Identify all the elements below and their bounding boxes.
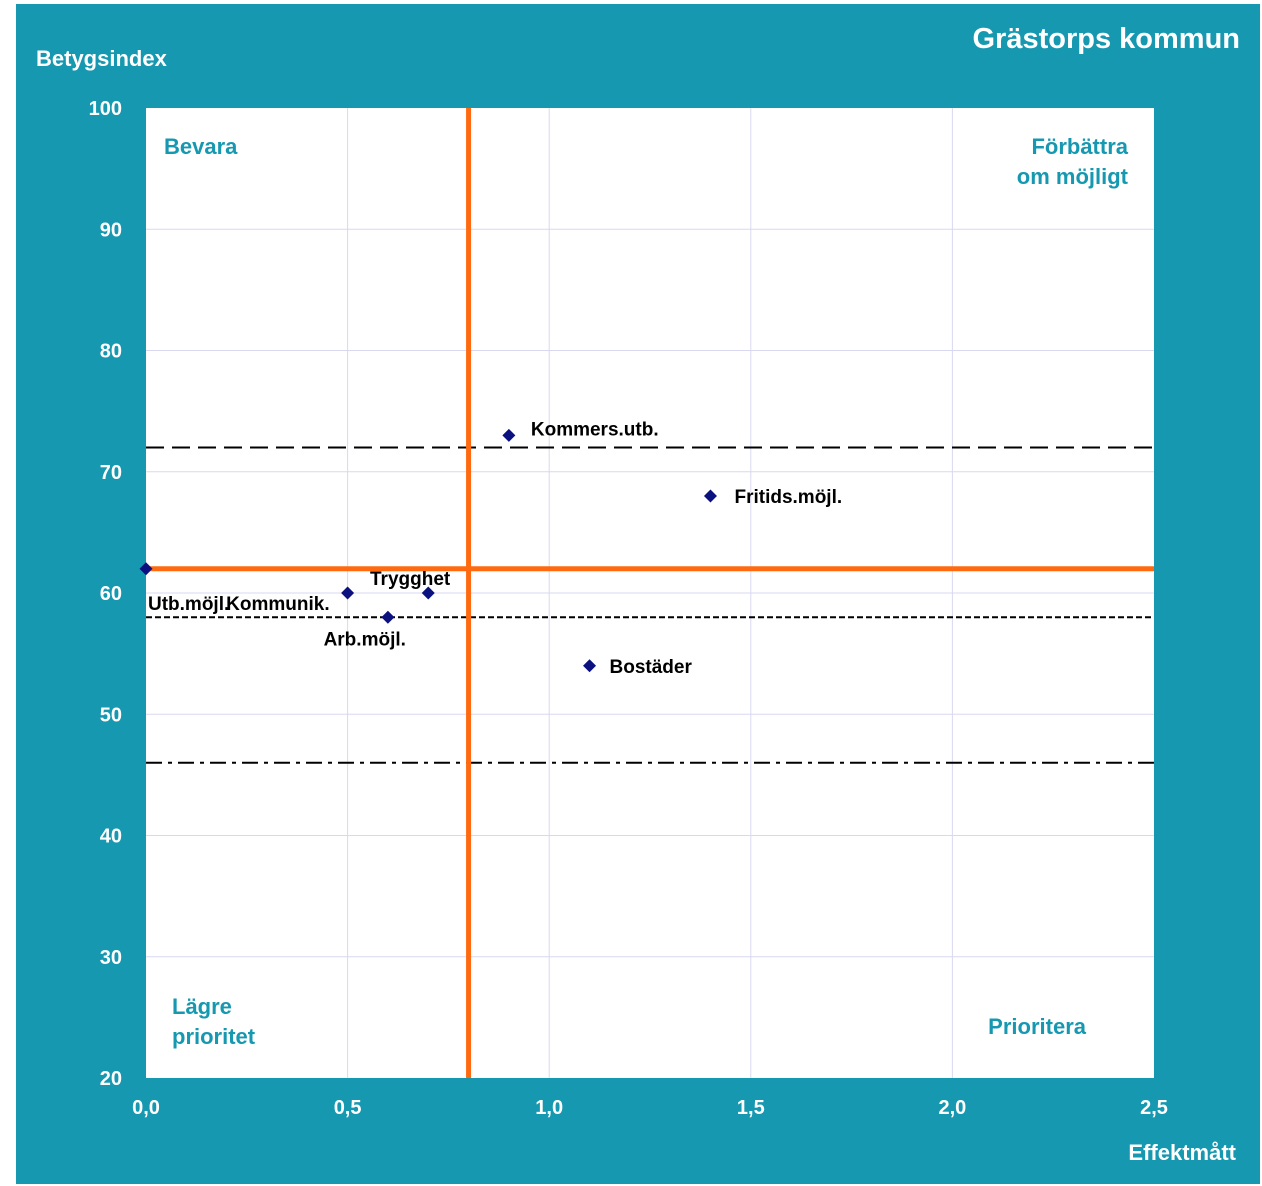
y-tick-label: 70 — [100, 462, 122, 484]
data-label: Trygghet — [370, 569, 451, 590]
y-tick-label: 30 — [100, 947, 122, 969]
y-tick-label: 90 — [100, 219, 122, 241]
data-label: Arb.möjl. — [324, 629, 406, 650]
y-tick-label: 20 — [100, 1068, 122, 1090]
axis-ticks: 0,0 0,5 1,0 1,5 2,0 2,5 20 30 40 50 60 70 80 90 100 — [89, 98, 1168, 1119]
reference-lines — [146, 446, 1154, 764]
quadrant-label-line: Prioritera — [988, 1014, 1087, 1039]
data-label: Kommunik. — [226, 594, 329, 615]
quadrant-label-line: prioritet — [172, 1024, 256, 1049]
quadrant-labels: Bevara Förbättra om möjligt Lägre prioritet P… — [164, 134, 1129, 1049]
x-tick-label: 1,5 — [737, 1097, 765, 1119]
x-tick-label: 2,5 — [1140, 1097, 1168, 1119]
quadrant-label-line: Lägre — [172, 994, 232, 1019]
quadrant-label-top-left: Bevara — [164, 134, 238, 159]
data-point — [502, 428, 516, 442]
y-tick-label: 100 — [89, 98, 122, 120]
data-label: Utb.möjl. — [148, 594, 229, 615]
x-tick-label: 0,5 — [334, 1097, 362, 1119]
quadrant-label-bottom-left: Lägre prioritet — [172, 994, 256, 1049]
data-label: Bostäder — [610, 657, 693, 678]
chart-title: Grästorps kommun — [973, 23, 1241, 55]
quadrant-label-line: Förbättra — [1031, 134, 1128, 159]
quadrant-label-line: om möjligt — [1017, 164, 1129, 189]
data-label: Kommers.utb. — [531, 419, 659, 440]
data-point — [421, 586, 435, 600]
x-tick-label: 1,0 — [535, 1097, 563, 1119]
data-point — [341, 586, 355, 600]
data-points — [139, 428, 717, 673]
quadrant-label-top-right: Förbättra om möjligt — [1017, 134, 1129, 189]
data-point — [583, 659, 597, 673]
y-tick-label: 40 — [100, 826, 122, 848]
data-label: Fritids.möjl. — [734, 487, 842, 508]
y-tick-label: 50 — [100, 704, 122, 726]
data-point — [381, 610, 395, 624]
y-tick-label: 80 — [100, 341, 122, 363]
point-labels: Utb.möjl.Kommunik. Arb.möjl. Trygghet Komme… — [148, 419, 842, 677]
quadrant-lines — [146, 108, 1154, 1078]
y-axis-label: Betygsindex — [36, 46, 168, 71]
quadrant-label-bottom-right: Prioritera — [988, 1014, 1087, 1039]
x-tick-label: 0,0 — [132, 1097, 160, 1119]
x-tick-label: 2,0 — [938, 1097, 966, 1119]
y-tick-label: 60 — [100, 583, 122, 605]
quadrant-label-line: Bevara — [164, 134, 238, 159]
data-point — [703, 489, 717, 503]
x-axis-label: Effektmått — [1128, 1140, 1236, 1165]
data-point — [139, 562, 153, 576]
gridlines — [146, 108, 1154, 1078]
